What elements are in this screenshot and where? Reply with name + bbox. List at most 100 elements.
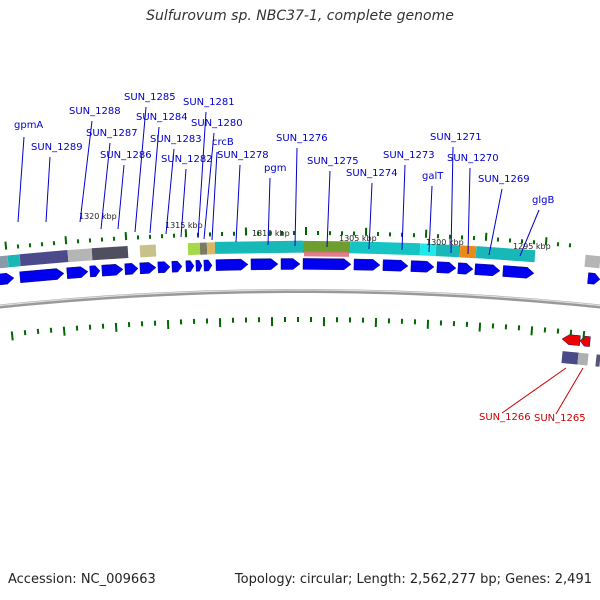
scale-tick	[484, 232, 488, 241]
kbp-tick-label: 1295 kbp	[513, 242, 551, 251]
kbp-tick-label: 1305 kbp	[339, 234, 377, 243]
forward-gene-arrow	[139, 262, 157, 275]
forward-gene-arrow	[280, 258, 301, 270]
gene-label: SUN_1278	[217, 150, 269, 161]
kbp-tick-label: 1315 kbp	[165, 221, 203, 230]
scale-tick	[544, 237, 548, 246]
gene-leader-line	[180, 168, 187, 238]
gene-label: SUN_1282	[161, 154, 213, 165]
cog-feature-bar	[206, 242, 216, 255]
genome-backbone	[0, 289, 600, 309]
cog-feature-bar	[67, 248, 93, 263]
cog-feature-bar	[561, 351, 579, 365]
forward-gene-arrow	[124, 263, 139, 275]
forward-gene-arrow	[353, 258, 381, 271]
gene-label: SUN_1266	[479, 412, 531, 423]
cog-feature-bar	[199, 242, 208, 255]
accession-text: Accession: NC_009663	[8, 572, 156, 587]
gene-label: SUN_1289	[31, 142, 83, 153]
kbp-tick-label: 1310 kbp	[252, 229, 290, 238]
cog-feature-bar	[302, 240, 351, 254]
cog-feature-bar	[0, 255, 9, 269]
gene-leader-line	[45, 156, 51, 223]
gene-leader-line	[79, 120, 93, 223]
gene-label: SUN_1265	[534, 413, 586, 424]
gene-label: SUN_1276	[276, 133, 328, 144]
scale-tick	[64, 236, 68, 245]
gene-label: SUN_1284	[136, 112, 188, 123]
genome-summary-text: Topology: circular; Length: 2,562,277 bp…	[234, 572, 592, 587]
forward-gene-arrow	[382, 259, 409, 272]
gene-label: SUN_1286	[100, 150, 152, 161]
gene-label: SUN_1273	[383, 150, 435, 161]
gene-label: SUN_1287	[86, 128, 138, 139]
gene-leader-line	[165, 148, 175, 235]
scale-tick	[62, 326, 66, 336]
kbp-tick-label: 1300 kbp	[426, 238, 464, 247]
gene-leader-line	[450, 146, 454, 254]
cog-feature-bar	[214, 240, 304, 254]
cog-feature-bar	[475, 246, 536, 263]
gene-leader-line	[519, 209, 540, 257]
forward-gene-arrow	[502, 265, 535, 279]
forward-gene-arrow	[436, 261, 457, 274]
forward-gene-arrow	[195, 260, 203, 272]
gene-label: SUN_1285	[124, 92, 176, 103]
gene-leader-line	[203, 132, 215, 240]
forward-gene-arrow	[457, 262, 474, 275]
cog-feature-bar	[584, 254, 600, 269]
scale-tick	[478, 322, 482, 332]
forward-gene-arrow	[302, 258, 352, 270]
forward-gene-arrow	[185, 260, 195, 272]
gene-leader-line	[211, 151, 218, 241]
gene-leader-line	[197, 111, 207, 239]
cog-feature-bar	[435, 244, 461, 258]
kbp-tick-label: 1320 kbp	[79, 212, 117, 221]
forward-gene-arrow	[474, 263, 501, 277]
gene-label: SUN_1269	[478, 174, 530, 185]
cog-feature-bar	[187, 242, 201, 256]
forward-gene-arrow	[101, 264, 124, 277]
gene-label: crcB	[212, 137, 234, 148]
gene-leader-line	[235, 164, 241, 243]
gene-leader-line	[17, 136, 25, 223]
gene-leader-line	[401, 164, 406, 251]
cog-feature-bar	[577, 352, 589, 366]
gene-leader-line	[267, 177, 271, 246]
backbone-layer	[0, 289, 600, 309]
forward-gene-arrow	[203, 259, 213, 272]
gene-label: gpmA	[14, 120, 43, 131]
gene-label: SUN_1271	[430, 132, 482, 143]
scale-tick	[4, 241, 8, 250]
forward-gene-arrow	[250, 258, 279, 271]
forward-gene-arrow	[0, 272, 15, 286]
gene-leader-line	[149, 126, 160, 234]
gene-label: SUN_1283	[150, 134, 202, 145]
gene-label: SUN_1288	[69, 106, 121, 117]
forward-gene-arrow	[215, 258, 249, 271]
track-layer	[0, 240, 600, 367]
gene-leader-line	[467, 167, 471, 255]
cog-feature-bar	[419, 243, 437, 257]
scale-tick	[10, 331, 14, 341]
genome-backbone-highlight	[0, 289, 600, 307]
forward-gene-arrow	[89, 265, 101, 278]
gene-leader-line	[488, 188, 503, 256]
forward-gene-arrow	[157, 261, 171, 274]
forward-gene-arrow	[66, 266, 89, 279]
scale-tick	[114, 322, 118, 332]
gene-label: SUN_1270	[447, 153, 499, 164]
gene-label: SUN_1274	[346, 168, 398, 179]
forward-gene-arrow	[587, 272, 600, 285]
scale-tick	[530, 326, 534, 336]
forward-gene-arrow	[410, 260, 435, 273]
gene-leader-line	[428, 185, 433, 253]
gene-label: galT	[422, 171, 444, 182]
cog-feature-bar	[139, 244, 157, 258]
gene-label: SUN_1280	[191, 118, 243, 129]
gene-label: glgB	[532, 195, 554, 206]
gene-leader-line	[368, 182, 373, 250]
cog-feature-bar	[7, 254, 21, 268]
cog-feature-bar	[91, 245, 129, 261]
